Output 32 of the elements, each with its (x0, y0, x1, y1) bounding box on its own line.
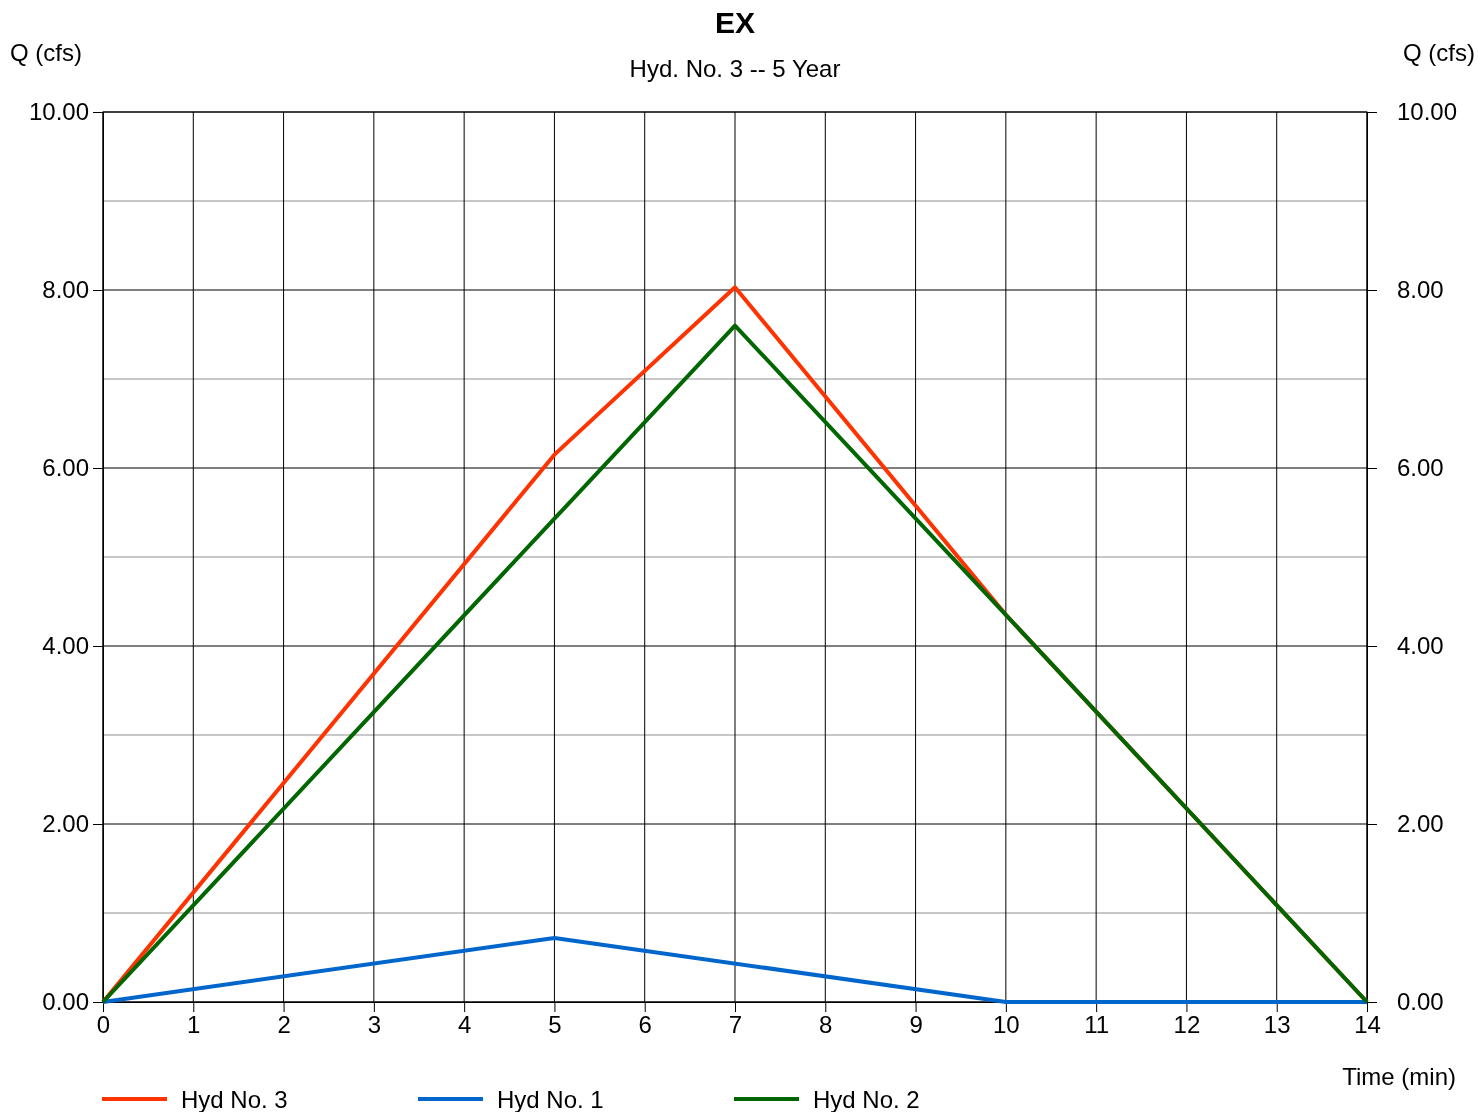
x-tick-label: 12 (1173, 1011, 1201, 1039)
y-tick-label: 8.00 (42, 276, 89, 304)
y2-tick-label: 8.00 (1397, 276, 1444, 304)
x-tick-label: 5 (548, 1011, 562, 1039)
y-tick-label: 6.00 (42, 454, 89, 482)
y-tick-label: 0.00 (42, 988, 89, 1016)
x-tick-label: 6 (638, 1011, 652, 1039)
y2-tick-label: 10.00 (1397, 98, 1458, 126)
y2-tick-label: 4.00 (1397, 632, 1444, 660)
x-tick-label: 11 (1084, 1011, 1110, 1039)
y2-tick-label: 6.00 (1397, 454, 1444, 482)
x-tick-label: 14 (1354, 1011, 1381, 1039)
x-tick-label: 3 (367, 1011, 382, 1039)
x-tick-label: 4 (457, 1011, 472, 1039)
y2-tick-label: 2.00 (1397, 810, 1444, 838)
x-tick-label: 8 (819, 1011, 833, 1039)
y-tick-label: 2.00 (42, 810, 89, 838)
x-tick-label: 0 (96, 1011, 111, 1039)
chart-subtitle: Hyd. No. 3 -- 5 Year (629, 55, 841, 82)
y2-tick-label: 0.00 (1397, 988, 1444, 1016)
x-tick-label: 13 (1263, 1011, 1291, 1039)
y-axis-title: Q (cfs) (10, 39, 82, 66)
x-tick-label: 10 (993, 1011, 1020, 1039)
x-tick-label: 2 (277, 1011, 291, 1039)
chart-title: EX (714, 6, 756, 39)
x-tick-label: 7 (728, 1011, 743, 1039)
y2-axis-title: Q (cfs) (1403, 39, 1475, 66)
x-tick-label: 9 (909, 1011, 923, 1039)
y-tick-label: 4.00 (42, 632, 89, 660)
y-tick-label: 10.00 (28, 98, 89, 126)
x-tick-label: 1 (187, 1011, 201, 1039)
x-axis-title: Time (min) (1342, 1063, 1456, 1090)
